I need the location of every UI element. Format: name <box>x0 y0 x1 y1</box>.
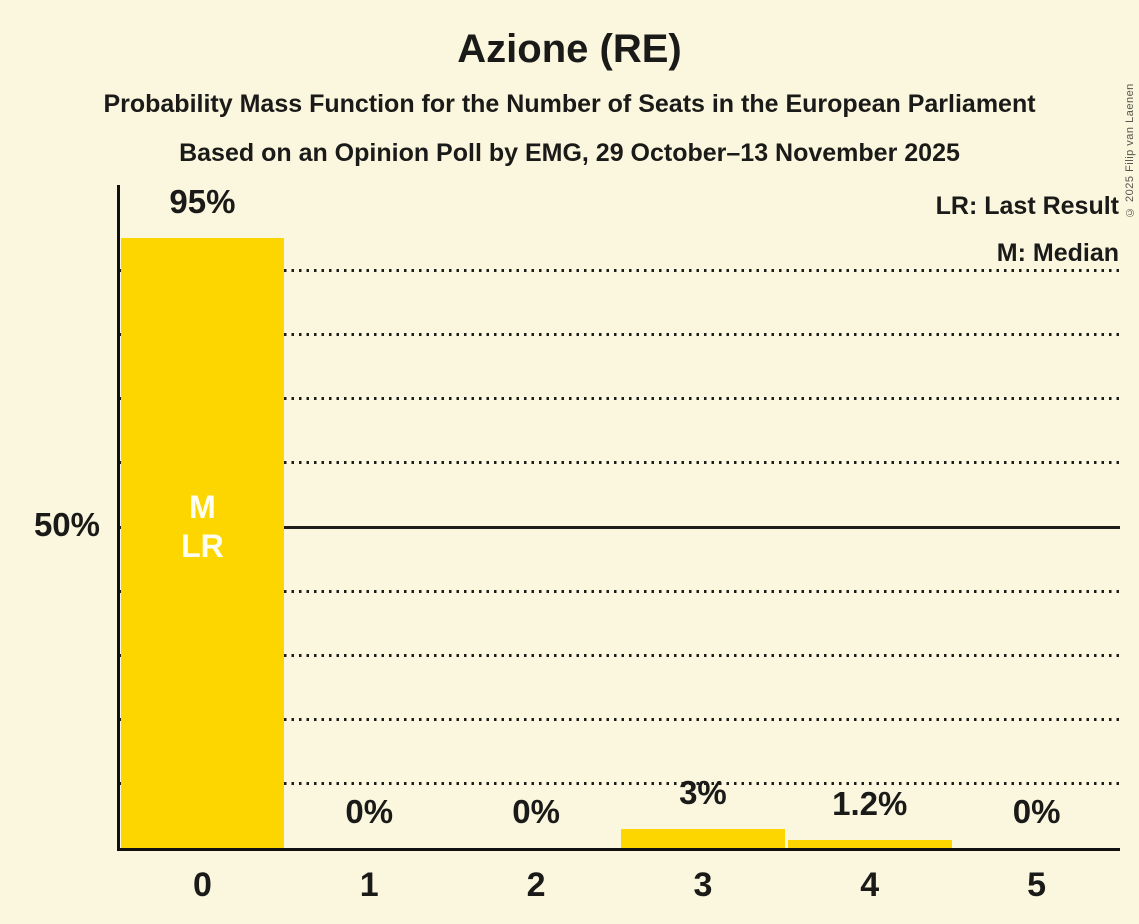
bar-value-label-5: 0% <box>1012 793 1061 830</box>
y-axis-line <box>117 185 120 851</box>
legend: LR: Last Result M: Median <box>936 183 1119 277</box>
gridline-30pct <box>119 653 1120 657</box>
bar-value-label-2: 0% <box>512 793 560 830</box>
bar-seats-4 <box>787 840 952 848</box>
bar-value-label-1: 0% <box>345 793 394 830</box>
gridline-40pct <box>119 589 1120 593</box>
x-tick-label-4: 4 <box>860 866 880 904</box>
gridline-90pct <box>119 268 1120 272</box>
y-axis-tick-label: 50% <box>33 506 100 543</box>
gridline-10pct <box>119 782 1120 786</box>
median-last-result-marker: M LR <box>181 489 224 564</box>
x-tick-label-0: 0 <box>192 866 212 904</box>
bar-seats-3 <box>621 828 785 848</box>
gridline-20pct <box>119 718 1120 722</box>
x-tick-label-2: 2 <box>526 866 546 904</box>
chart-subtitle: Probability Mass Function for the Number… <box>103 90 1036 118</box>
legend-last-result: LR: Last Result <box>935 192 1119 220</box>
gridline-50pct-solid <box>119 525 1120 529</box>
gridline-80pct <box>119 332 1120 336</box>
plot-area: 95% 0 0% 1 0% 2 3% 3 1.2% 4 0% 5 M LR <box>117 182 1120 904</box>
legend-median: M: Median <box>996 239 1119 267</box>
x-tick-label-1: 1 <box>359 866 379 904</box>
bar-value-label-4: 1.2% <box>832 785 908 823</box>
x-axis-line <box>117 848 1120 851</box>
bar-value-label-0: 95% <box>169 183 236 221</box>
chart-title: Azione (RE) <box>457 27 682 71</box>
bar-seats-0 <box>120 238 285 848</box>
copyright-notice: © 2025 Filip van Laenen <box>1124 83 1136 218</box>
x-tick-label-5: 5 <box>1027 866 1047 904</box>
chart-poll-source: Based on an Opinion Poll by EMG, 29 Octo… <box>179 139 960 167</box>
gridline-70pct <box>119 397 1120 401</box>
gridline-60pct <box>119 461 1120 465</box>
bar-value-label-3: 3% <box>679 773 727 811</box>
x-tick-label-3: 3 <box>693 866 713 904</box>
